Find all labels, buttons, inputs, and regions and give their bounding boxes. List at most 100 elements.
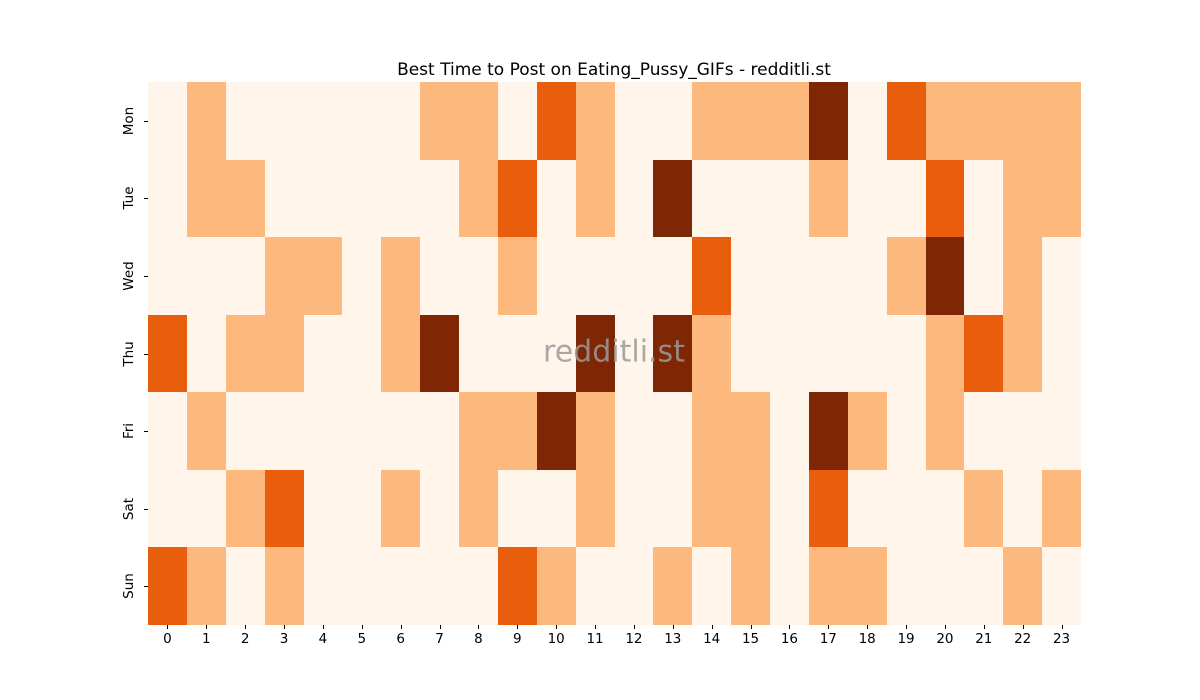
x-tick: [556, 625, 558, 629]
heatmap-cell-Tue-6: [381, 159, 421, 238]
heatmap-cell-Tue-20: [925, 159, 965, 238]
heatmap-cell-Sun-5: [342, 547, 382, 625]
x-tick: [906, 625, 908, 629]
y-tick-label-Fri: Fri: [121, 423, 137, 440]
heatmap-cell-Tue-21: [964, 159, 1004, 238]
heatmap-cell-Tue-12: [614, 159, 654, 238]
heatmap-cell-Wed-23: [1042, 237, 1081, 315]
x-tick: [789, 625, 791, 629]
heatmap-cell-Thu-18: [847, 314, 887, 393]
x-tick: [944, 625, 946, 629]
heatmap-cell-Fri-16: [770, 392, 809, 470]
heatmap-cell-Mon-22: [1003, 82, 1043, 160]
x-tick: [167, 625, 169, 629]
heatmap-cell-Tue-14: [692, 159, 732, 238]
heatmap-cell-Sat-16: [770, 469, 809, 548]
x-tick: [711, 625, 713, 629]
heatmap-cell-Wed-5: [342, 237, 382, 315]
heatmap-cell-Mon-21: [964, 82, 1004, 160]
heatmap-cell-Fri-5: [342, 392, 382, 470]
heatmap-cell-Sat-1: [186, 469, 226, 548]
x-tick-label-0: 0: [163, 631, 172, 647]
heatmap-cell-Sun-15: [731, 547, 770, 625]
heatmap-cell-Tue-16: [770, 159, 809, 238]
heatmap-cell-Fri-13: [653, 392, 693, 470]
heatmap-cell-Sat-5: [342, 469, 382, 548]
heatmap-cell-Wed-18: [847, 237, 887, 315]
heatmap-cell-Fri-19: [886, 392, 926, 470]
heatmap-cell-Tue-17: [808, 159, 848, 238]
heatmap-cell-Fri-0: [148, 392, 187, 470]
heatmap-cell-Mon-11: [575, 82, 615, 160]
heatmap-cell-Thu-22: [1003, 314, 1043, 393]
heatmap-cell-Fri-11: [575, 392, 615, 470]
x-tick-label-5: 5: [357, 631, 367, 647]
heatmap-cell-Wed-0: [148, 237, 187, 315]
heatmap-cell-Wed-1: [186, 237, 226, 315]
x-tick: [867, 625, 869, 629]
heatmap-cell-Mon-19: [886, 82, 926, 160]
heatmap-cell-Thu-0: [148, 314, 187, 393]
x-tick-label-8: 8: [474, 631, 483, 647]
x-tick-label-15: 15: [741, 631, 760, 647]
x-tick-label-6: 6: [396, 631, 405, 647]
heatmap-cell-Tue-19: [886, 159, 926, 238]
x-tick-label-23: 23: [1052, 631, 1071, 647]
heatmap-cell-Thu-17: [808, 314, 848, 393]
heatmap-cell-Thu-2: [225, 314, 265, 393]
heatmap-cell-Fri-3: [264, 392, 304, 470]
heatmap-cell-Mon-2: [225, 82, 265, 160]
heatmap-cell-Wed-13: [653, 237, 693, 315]
heatmap-cell-Fri-18: [847, 392, 887, 470]
heatmap-cell-Fri-10: [536, 392, 576, 470]
heatmap-cell-Sun-2: [225, 547, 265, 625]
heatmap-cell-Wed-21: [964, 237, 1004, 315]
heatmap-cell-Thu-20: [925, 314, 965, 393]
y-tick-label-Tue: Tue: [121, 186, 137, 210]
heatmap-cell-Wed-22: [1003, 237, 1043, 315]
heatmap-cell-Sat-10: [536, 469, 576, 548]
heatmap-cell-Thu-19: [886, 314, 926, 393]
heatmap-cell-Tue-15: [731, 159, 770, 238]
x-tick: [633, 625, 635, 629]
heatmap-cell-Mon-3: [264, 82, 304, 160]
heatmap-cell-Sat-14: [692, 469, 732, 548]
heatmap-cell-Wed-7: [420, 237, 459, 315]
heatmap-cell-Sun-16: [770, 547, 809, 625]
heatmap-cell-Sun-12: [614, 547, 654, 625]
heatmap-cell-Mon-15: [731, 82, 770, 160]
heatmap-cell-Thu-4: [303, 314, 343, 393]
heatmap-cell-Tue-13: [653, 159, 693, 238]
heatmap-cell-Fri-12: [614, 392, 654, 470]
heatmap-cell-Sat-6: [381, 469, 421, 548]
heatmap-cell-Mon-4: [303, 82, 343, 160]
heatmap-cell-Mon-18: [847, 82, 887, 160]
heatmap-cell-Fri-17: [808, 392, 848, 470]
heatmap-cell-Fri-20: [925, 392, 965, 470]
x-tick: [983, 625, 985, 629]
y-tick: [144, 353, 148, 355]
heatmap-cell-Thu-13: [653, 314, 693, 393]
heatmap-cell-Fri-22: [1003, 392, 1043, 470]
y-tick: [144, 586, 148, 588]
heatmap-cell-Mon-10: [536, 82, 576, 160]
heatmap-cell-Sun-4: [303, 547, 343, 625]
heatmap-cell-Sat-23: [1042, 469, 1081, 548]
x-tick-label-11: 11: [586, 631, 604, 647]
y-tick: [144, 431, 148, 433]
heatmap-cell-Thu-15: [731, 314, 770, 393]
heatmap-cell-Mon-13: [653, 82, 693, 160]
heatmap-cell-Sat-13: [653, 469, 693, 548]
heatmap-cell-Wed-10: [536, 237, 576, 315]
x-tick-label-17: 17: [819, 631, 837, 647]
heatmap-cell-Wed-17: [808, 237, 848, 315]
x-tick: [322, 625, 324, 629]
heatmap-cell-Fri-9: [497, 392, 537, 470]
heatmap-cell-Wed-12: [614, 237, 654, 315]
heatmap-cell-Mon-17: [808, 82, 848, 160]
heatmap-cell-Sat-15: [731, 469, 770, 548]
heatmap-cell-Thu-9: [497, 314, 537, 393]
heatmap-cell-Fri-15: [731, 392, 770, 470]
heatmap-cell-Fri-23: [1042, 392, 1081, 470]
